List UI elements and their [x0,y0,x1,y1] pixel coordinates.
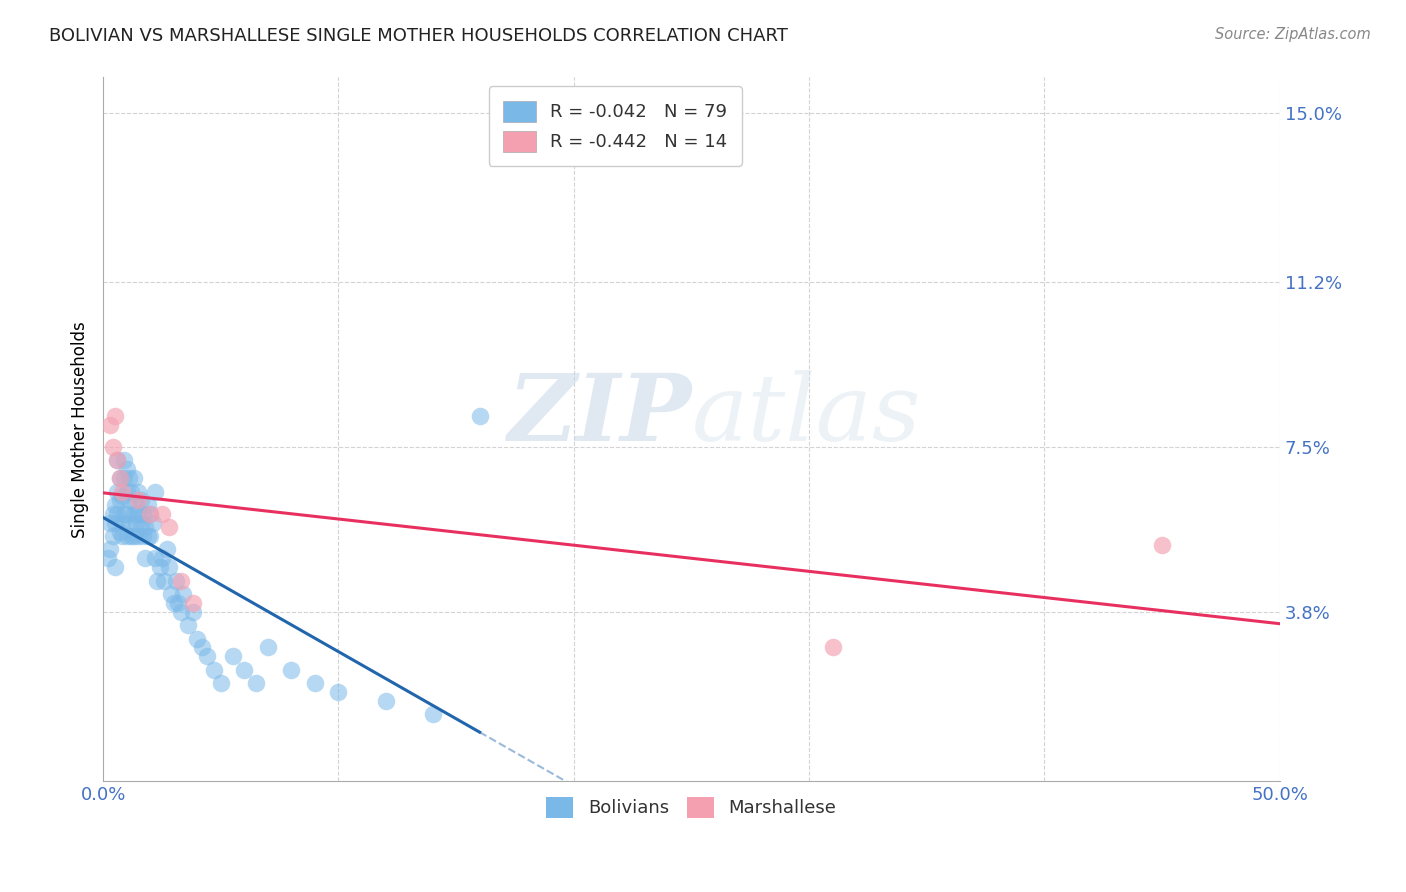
Point [108,471,131,485]
Point [115,462,138,476]
Point [165,574,187,588]
Point [118,471,141,485]
Point [127,484,149,499]
Point [170,605,193,619]
Point [143,551,166,566]
Point [122,471,145,485]
Point [104,560,127,574]
Point [112,453,135,467]
Point [374,694,396,708]
Text: ZIP: ZIP [508,370,692,460]
Point [209,676,232,690]
Point [108,524,131,539]
Point [115,507,138,521]
Point [134,551,156,566]
Point [108,471,131,485]
Point [120,484,142,499]
Point [111,516,134,530]
Point [150,551,173,566]
Point [101,529,124,543]
Point [245,676,267,690]
Point [233,663,256,677]
Point [167,596,190,610]
Point [132,529,155,543]
Point [104,409,127,423]
Point [105,453,128,467]
Point [139,529,162,543]
Point [191,640,214,655]
Point [122,507,145,521]
Point [129,493,152,508]
Point [139,507,162,521]
Point [157,520,180,534]
Point [149,560,172,574]
Point [170,574,193,588]
Point [129,516,152,530]
Point [181,605,204,619]
Point [111,529,134,543]
Point [105,484,128,499]
Point [105,507,128,521]
Point [160,587,183,601]
Point [127,493,149,508]
Point [221,649,243,664]
Point [112,471,135,485]
Point [98,542,121,557]
Point [98,417,121,432]
Point [156,542,179,557]
Point [141,516,163,530]
Point [132,507,155,521]
Point [104,498,127,512]
Point [422,707,444,722]
Legend: Bolivians, Marshallese: Bolivians, Marshallese [538,789,844,825]
Point [195,649,218,664]
Point [181,596,204,610]
Point [468,409,491,423]
Point [127,507,149,521]
Point [101,440,124,454]
Point [136,529,159,543]
Point [153,574,176,588]
Point [125,498,148,512]
Point [111,489,134,503]
Point [120,529,142,543]
Point [125,516,148,530]
Text: Source: ZipAtlas.com: Source: ZipAtlas.com [1215,27,1371,42]
Point [104,516,127,530]
Point [163,596,186,610]
Point [257,640,280,655]
Point [115,484,138,499]
Y-axis label: Single Mother Households: Single Mother Households [72,321,89,538]
Point [136,498,159,512]
Point [139,507,162,521]
Point [186,632,208,646]
Text: atlas: atlas [692,370,921,460]
Point [1152,538,1174,552]
Point [105,453,128,467]
Point [122,529,145,543]
Point [101,507,124,521]
Point [143,484,166,499]
Point [157,560,180,574]
Point [280,663,302,677]
Point [821,640,844,655]
Point [328,685,350,699]
Point [134,520,156,534]
Point [118,516,141,530]
Text: BOLIVIAN VS MARSHALLESE SINGLE MOTHER HOUSEHOLDS CORRELATION CHART: BOLIVIAN VS MARSHALLESE SINGLE MOTHER HO… [49,27,789,45]
Point [118,493,141,508]
Point [98,516,121,530]
Point [146,574,169,588]
Point [108,493,131,508]
Point [115,529,138,543]
Point [172,587,194,601]
Point [202,663,225,677]
Point [111,484,134,499]
Point [127,529,149,543]
Point [150,507,173,521]
Point [112,507,135,521]
Point [304,676,326,690]
Point [177,618,200,632]
Point [97,551,120,566]
